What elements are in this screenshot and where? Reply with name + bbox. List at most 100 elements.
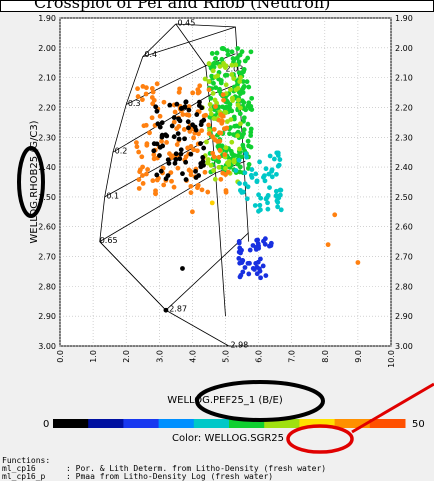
data-point [207,101,213,107]
data-point [196,173,202,178]
header-title: Crossplot of Pef and Rhob (Neutron) [34,0,331,12]
data-point [149,95,155,100]
data-point [247,106,253,112]
data-point [244,79,250,85]
data-point [230,56,236,61]
data-point [241,69,246,74]
data-point [237,146,242,152]
data-point [239,98,245,104]
data-point [240,85,246,91]
data-point [216,159,222,165]
annotation-ellipse-x-label [195,380,325,422]
data-point [256,266,262,272]
data-point [143,91,149,97]
data-point [149,115,155,121]
data-point [241,115,247,121]
data-point [172,160,178,166]
data-point [269,174,275,180]
data-point [200,155,206,160]
data-point [242,181,248,187]
data-point [199,128,205,133]
data-point [201,113,207,119]
data-point [243,151,249,157]
data-point [223,165,228,171]
data-point [186,112,192,118]
overlay-label: 2.98 [230,340,248,349]
data-point [201,145,207,151]
data-point [242,170,248,176]
data-point [239,132,245,138]
data-point [192,124,198,130]
x-tick-label: 2.0 [122,350,131,363]
data-point [159,132,165,138]
data-point [221,97,226,103]
data-point [191,135,196,141]
data-point [174,126,180,132]
data-point [273,188,279,194]
data-point [183,177,189,182]
x-tick-label: 3.0 [155,350,164,363]
x-tick-label: 5.0 [222,350,231,363]
color-scale-label: Color: WELLOG.SGR25 [172,433,284,444]
data-point [229,108,235,114]
data-point [231,76,237,81]
data-point [175,165,181,171]
data-point [275,199,281,205]
data-point [240,142,246,148]
functions-legend: Functions: ml_cp16: Por. & Lith Determ. … [0,457,434,481]
data-point [215,139,221,144]
data-point [236,70,242,76]
data-point [208,111,214,117]
data-points [133,45,361,313]
data-point [205,157,211,162]
data-point [223,110,229,115]
data-point [239,154,244,160]
data-point [178,147,184,153]
legend-title: Functions: [2,456,51,465]
data-point [236,238,242,244]
data-point [149,86,155,91]
data-point [217,88,222,94]
data-point [172,109,178,115]
data-point [153,188,158,194]
data-point [191,147,196,153]
data-point [144,142,150,148]
data-point [217,147,223,153]
data-point [218,176,224,182]
color-scale-segment [158,419,195,428]
data-point [147,130,152,136]
data-point [267,185,272,191]
data-point [240,89,246,95]
data-point [204,139,209,145]
legend-function-name: ml_cp16 [2,464,36,473]
data-point [173,157,179,162]
data-point [258,275,263,281]
data-point [174,101,180,107]
data-point [240,79,246,84]
data-point [229,49,235,55]
data-point [273,193,279,199]
data-point [197,99,202,105]
data-point [242,265,248,270]
data-point [212,74,218,80]
data-point [220,104,225,110]
data-point [248,126,254,132]
data-point [145,167,151,172]
data-point [216,154,222,160]
data-point [246,143,251,149]
color-scale-segment [369,419,406,428]
data-point [213,56,218,61]
data-point [257,159,262,165]
data-point [269,167,275,173]
data-point [182,136,187,142]
data-point [206,131,212,136]
data-point [185,119,191,125]
data-point [140,173,145,178]
data-point [178,106,184,111]
data-point [220,113,226,119]
data-point [163,307,169,313]
data-point [212,97,218,103]
data-point [254,179,260,185]
data-point [220,45,226,51]
